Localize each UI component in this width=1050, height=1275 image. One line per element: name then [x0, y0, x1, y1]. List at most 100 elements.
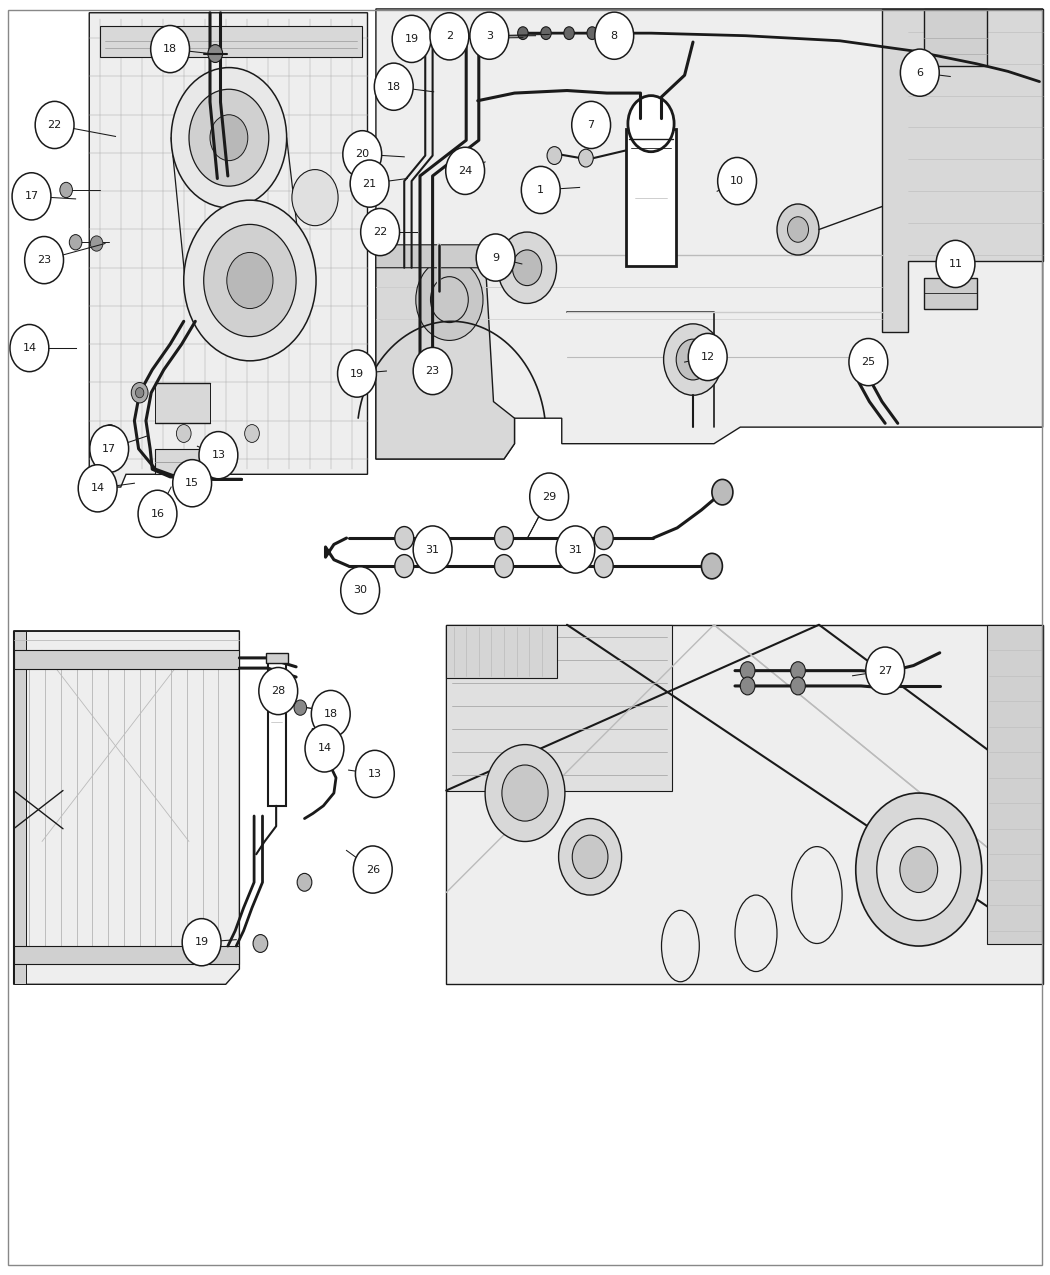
Text: 16: 16 — [150, 509, 165, 519]
Circle shape — [24, 236, 64, 284]
Circle shape — [470, 11, 509, 60]
Circle shape — [502, 765, 548, 821]
Circle shape — [689, 334, 727, 381]
Polygon shape — [376, 245, 514, 459]
Polygon shape — [14, 631, 239, 984]
Circle shape — [791, 677, 805, 695]
Text: 14: 14 — [317, 743, 332, 754]
Text: 10: 10 — [730, 176, 744, 186]
Polygon shape — [155, 382, 210, 423]
Circle shape — [594, 527, 613, 550]
Circle shape — [304, 725, 344, 773]
Circle shape — [338, 351, 376, 398]
Circle shape — [559, 819, 622, 895]
Text: 30: 30 — [353, 585, 367, 595]
Polygon shape — [924, 278, 976, 309]
Text: 8: 8 — [611, 31, 617, 41]
Circle shape — [791, 662, 805, 680]
Text: 21: 21 — [362, 179, 377, 189]
Text: 18: 18 — [323, 709, 338, 719]
Circle shape — [172, 459, 212, 507]
Circle shape — [292, 170, 338, 226]
Text: 23: 23 — [37, 255, 51, 265]
Text: 6: 6 — [917, 68, 923, 78]
Circle shape — [350, 159, 390, 208]
Circle shape — [297, 873, 312, 891]
Circle shape — [138, 491, 176, 538]
Circle shape — [69, 235, 82, 250]
Circle shape — [79, 465, 118, 513]
Circle shape — [151, 26, 189, 73]
Text: 27: 27 — [878, 666, 892, 676]
Text: 14: 14 — [22, 343, 37, 353]
Circle shape — [865, 648, 904, 694]
Text: 26: 26 — [365, 864, 380, 875]
Polygon shape — [268, 663, 286, 806]
Text: 2: 2 — [446, 32, 453, 41]
Circle shape — [183, 918, 220, 966]
Text: 15: 15 — [185, 478, 200, 488]
Text: 11: 11 — [948, 259, 963, 269]
Circle shape — [740, 677, 755, 695]
Polygon shape — [376, 245, 488, 268]
Circle shape — [210, 115, 248, 161]
Circle shape — [392, 15, 432, 62]
Circle shape — [208, 45, 223, 62]
Circle shape — [413, 527, 453, 574]
Polygon shape — [14, 946, 239, 964]
Circle shape — [579, 149, 593, 167]
Circle shape — [900, 847, 938, 892]
Circle shape — [556, 527, 594, 574]
Circle shape — [13, 172, 50, 221]
Circle shape — [355, 750, 395, 798]
Circle shape — [788, 217, 808, 242]
Polygon shape — [446, 625, 672, 790]
Text: 1: 1 — [538, 185, 544, 195]
Circle shape — [518, 27, 528, 40]
Circle shape — [204, 224, 296, 337]
Circle shape — [594, 555, 613, 578]
Circle shape — [572, 835, 608, 878]
Text: 13: 13 — [211, 450, 226, 460]
Text: 22: 22 — [373, 227, 387, 237]
Polygon shape — [446, 625, 1043, 984]
Text: 18: 18 — [386, 82, 401, 92]
Polygon shape — [14, 650, 239, 669]
Text: 17: 17 — [24, 191, 39, 201]
Circle shape — [877, 819, 961, 921]
Circle shape — [311, 691, 351, 737]
Circle shape — [512, 250, 542, 286]
Polygon shape — [446, 625, 556, 678]
Circle shape — [476, 233, 516, 282]
Polygon shape — [100, 26, 362, 57]
Circle shape — [587, 27, 597, 40]
Text: 13: 13 — [368, 769, 382, 779]
Polygon shape — [266, 653, 288, 663]
Circle shape — [258, 668, 298, 714]
Circle shape — [361, 208, 399, 255]
Text: 24: 24 — [458, 166, 472, 176]
Circle shape — [485, 745, 565, 842]
Circle shape — [901, 48, 939, 97]
Polygon shape — [14, 631, 26, 984]
Circle shape — [245, 425, 259, 442]
Text: 19: 19 — [350, 368, 364, 379]
Circle shape — [676, 339, 710, 380]
Text: 3: 3 — [486, 31, 492, 41]
Text: 31: 31 — [425, 544, 440, 555]
Circle shape — [495, 555, 513, 578]
Text: 20: 20 — [355, 149, 370, 159]
Circle shape — [35, 102, 74, 149]
Circle shape — [718, 157, 756, 205]
Circle shape — [564, 27, 574, 40]
Circle shape — [664, 324, 722, 395]
Polygon shape — [626, 129, 676, 266]
Circle shape — [253, 935, 268, 952]
Circle shape — [395, 555, 414, 578]
Circle shape — [171, 68, 287, 208]
Circle shape — [530, 473, 569, 520]
Circle shape — [848, 338, 887, 385]
Circle shape — [777, 204, 819, 255]
Text: 23: 23 — [425, 366, 440, 376]
Circle shape — [189, 89, 269, 186]
